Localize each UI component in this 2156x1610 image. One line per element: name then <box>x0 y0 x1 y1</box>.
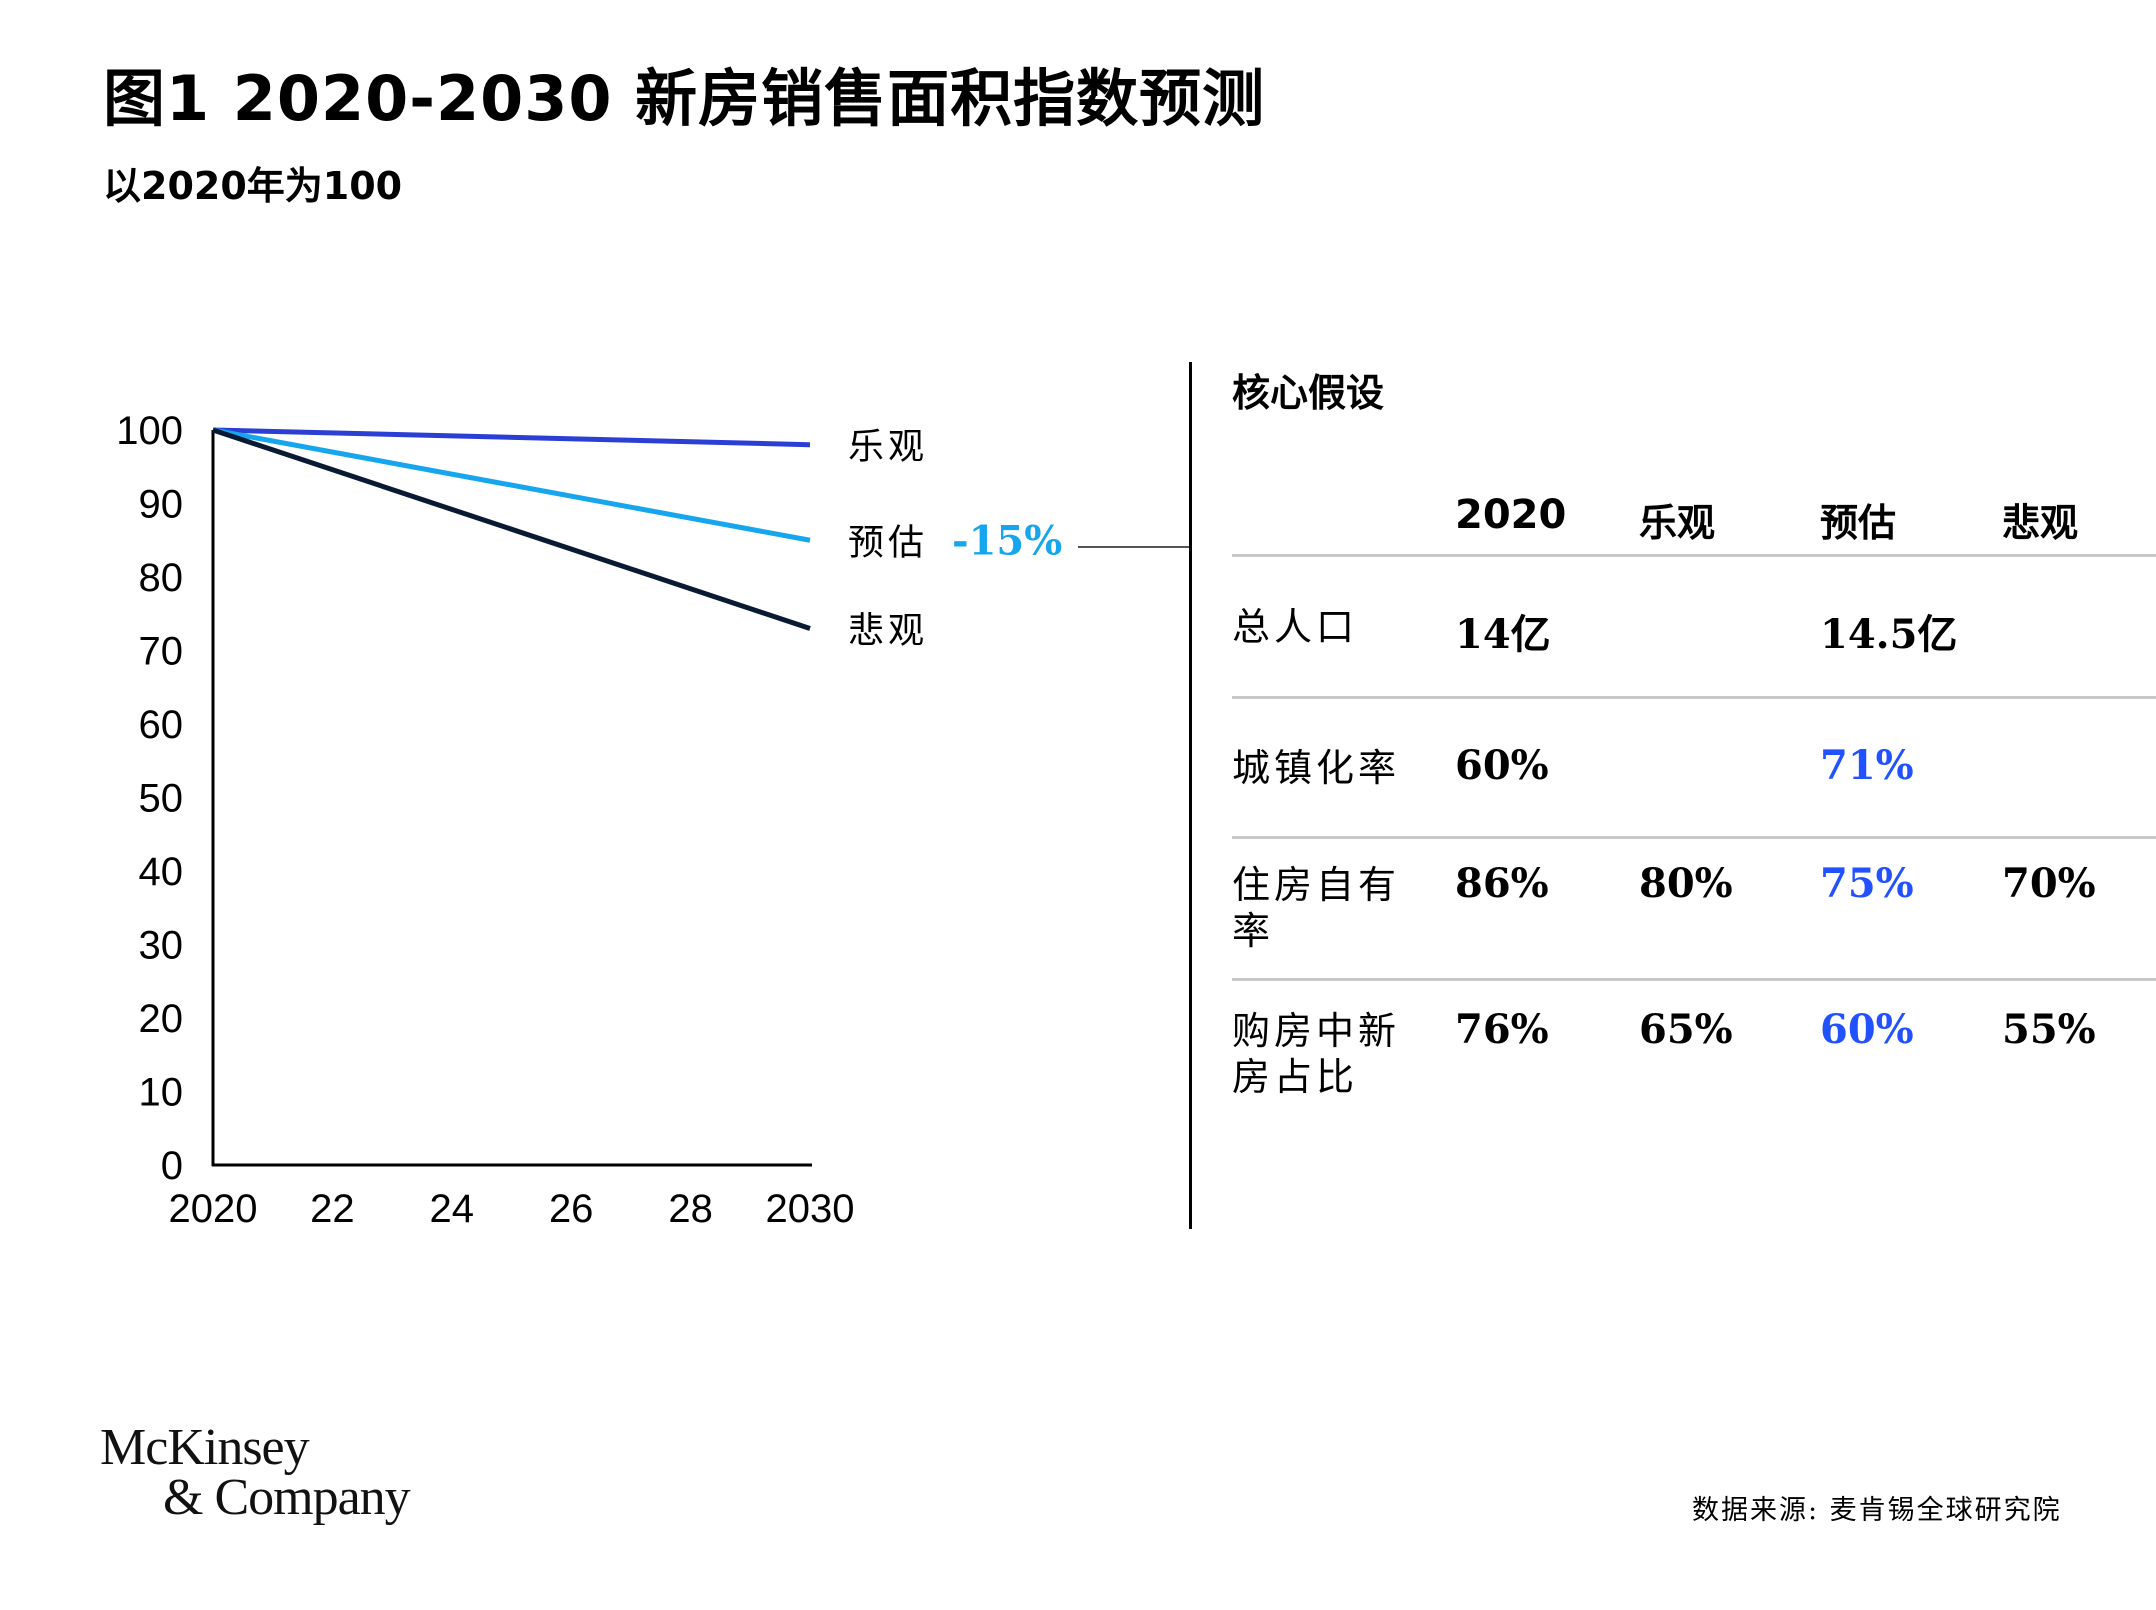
x-tick-label: 2030 <box>766 1187 855 1231</box>
panel-divider <box>1189 362 1192 1229</box>
series-line <box>212 427 811 448</box>
header-pessimistic: 悲观 <box>2002 500 2079 545</box>
series-line <box>212 427 811 543</box>
table-rule <box>1232 836 2156 839</box>
cell-homeownership-optimistic: 80% <box>1639 860 1733 907</box>
assumptions-title: 核心假设 <box>1232 370 1385 415</box>
cell-homeownership-pessimistic: 70% <box>2002 860 2096 907</box>
series-label: 悲观 <box>848 610 928 651</box>
cell-new-home-share-estimate: 60% <box>1820 1006 1914 1053</box>
row-label-homeownership: 住房自有率 <box>1232 863 1401 953</box>
page-subtitle: 以2020年为100 <box>103 164 403 208</box>
x-tick-label: 2020 <box>169 1187 258 1231</box>
row-label-population: 总人口 <box>1232 605 1359 649</box>
header-estimate: 预估 <box>1820 500 1897 545</box>
series-line <box>212 427 811 631</box>
cell-new-home-share-pessimistic: 55% <box>2002 1006 2096 1053</box>
cell-urbanization-estimate: 71% <box>1820 742 1914 789</box>
y-tick-label: 50 <box>139 777 184 821</box>
series-label: 乐观 <box>848 427 928 468</box>
header-optimistic: 乐观 <box>1639 500 1716 545</box>
y-tick-label: 20 <box>139 997 184 1041</box>
annotation-label: -15% <box>952 517 1062 564</box>
y-tick-label: 100 <box>116 409 183 453</box>
y-tick-label: 0 <box>161 1144 183 1188</box>
y-tick-label: 80 <box>139 556 184 600</box>
cell-urbanization-2020: 60% <box>1455 742 1549 789</box>
y-tick-label: 60 <box>139 703 184 747</box>
cell-homeownership-estimate: 75% <box>1820 860 1914 907</box>
table-rule <box>1232 696 2156 699</box>
x-tick-label: 26 <box>549 1187 594 1231</box>
source-note: 数据来源: 麦肯锡全球研究院 <box>1692 1495 2062 1526</box>
header-2020: 2020 <box>1455 492 1567 538</box>
annotation-connector-line <box>1078 546 1189 548</box>
x-tick-label: 22 <box>310 1187 355 1231</box>
y-tick-label: 40 <box>139 850 184 894</box>
x-tick-label: 24 <box>430 1187 475 1231</box>
y-tick-label: 10 <box>139 1071 184 1115</box>
cell-homeownership-2020: 86% <box>1455 860 1549 907</box>
table-rule <box>1232 978 2156 981</box>
y-tick-label: 30 <box>139 924 184 968</box>
x-tick-label: 28 <box>668 1187 713 1231</box>
cell-population-estimate: 14.5亿 <box>1820 611 1958 658</box>
y-tick-label: 90 <box>139 483 184 527</box>
page-title: 图1 2020-2030 新房销售面积指数预测 <box>103 62 1266 135</box>
mckinsey-logo-line1: McKinsey <box>100 1419 310 1476</box>
y-tick-label: 70 <box>139 630 184 674</box>
cell-new-home-share-optimistic: 65% <box>1639 1006 1733 1053</box>
row-label-new-home-share: 购房中新房占比 <box>1232 1009 1401 1099</box>
cell-population-2020: 14亿 <box>1455 611 1551 658</box>
row-label-urbanization: 城镇化率 <box>1232 746 1401 790</box>
series-label: 预估 <box>848 522 928 563</box>
cell-new-home-share-2020: 76% <box>1455 1006 1549 1053</box>
mckinsey-logo-line2: & Company <box>163 1469 411 1526</box>
table-rule <box>1232 554 2156 557</box>
